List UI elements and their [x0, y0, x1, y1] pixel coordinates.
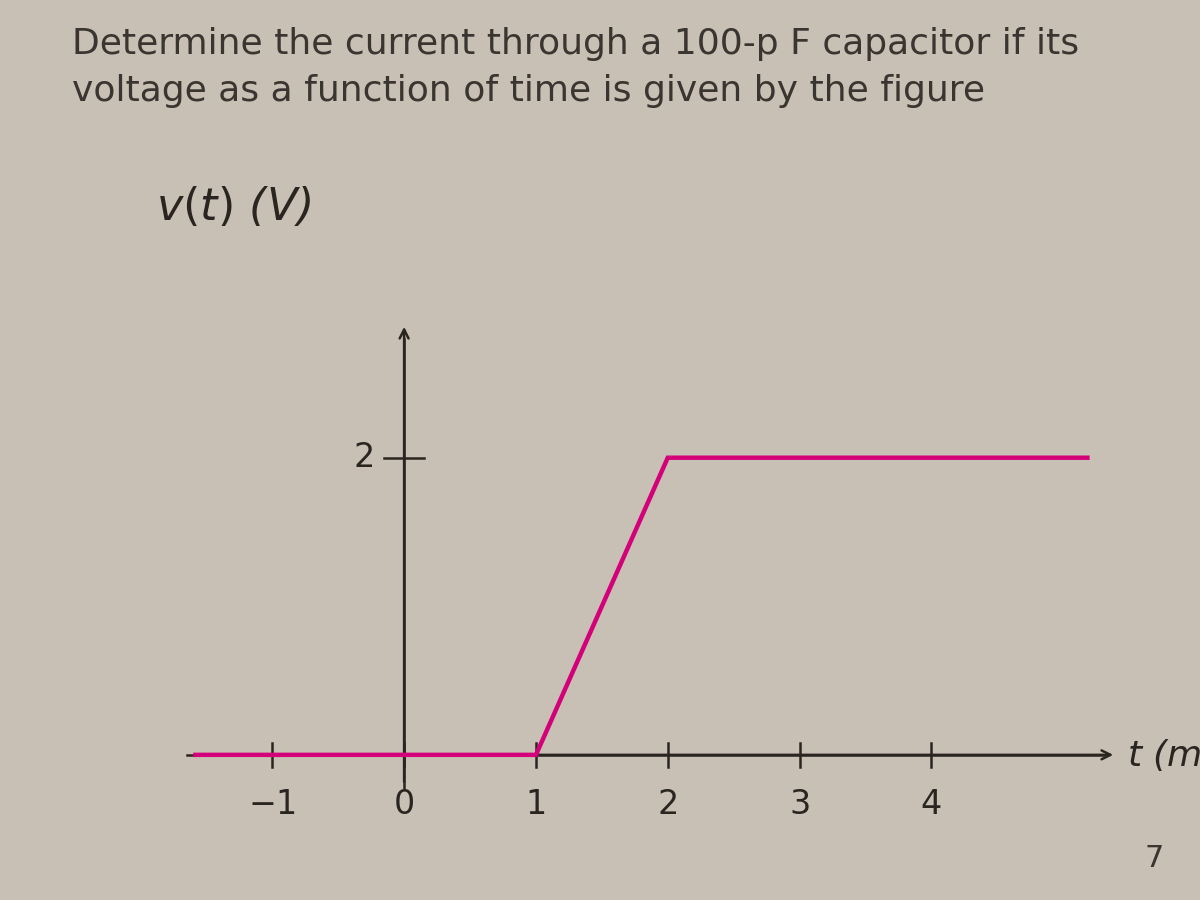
- Text: 4: 4: [920, 788, 942, 821]
- Text: 2: 2: [354, 441, 376, 474]
- Text: 3: 3: [788, 788, 810, 821]
- Text: 2: 2: [658, 788, 678, 821]
- Text: $-1$: $-1$: [248, 788, 296, 821]
- Text: 0: 0: [394, 788, 415, 821]
- Text: 1: 1: [526, 788, 546, 821]
- Text: 7: 7: [1145, 844, 1164, 873]
- Text: $t$ (ms): $t$ (ms): [1127, 737, 1200, 773]
- Text: Determine the current through a 100-p F capacitor if its
voltage as a function o: Determine the current through a 100-p F …: [72, 27, 1079, 109]
- Text: $v(t)$ (V): $v(t)$ (V): [156, 185, 311, 229]
